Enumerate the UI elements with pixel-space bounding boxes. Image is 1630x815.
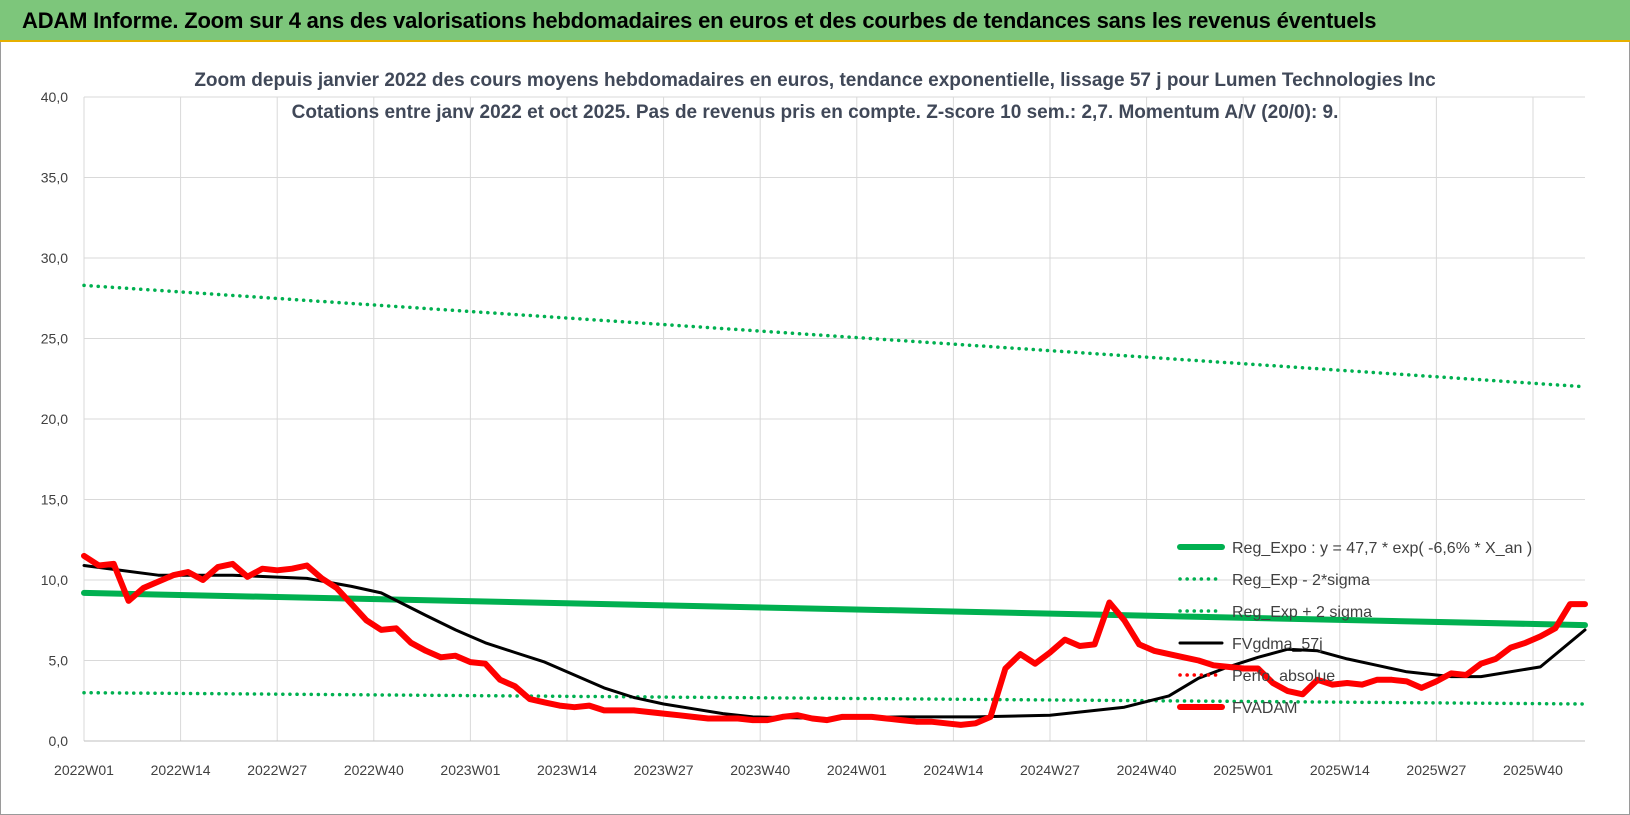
legend-entry-1: Reg_Exp - 2*sigma: [1232, 572, 1370, 589]
x-tick-label: 2024W14: [923, 762, 983, 778]
x-tick-label: 2025W27: [1406, 762, 1466, 778]
x-tick-label: 2023W40: [730, 762, 790, 778]
y-tick-label: 35,0: [41, 170, 68, 186]
y-tick-label: 15,0: [41, 492, 68, 508]
chart-subtitle: Cotations entre janv 2022 et oct 2025. P…: [292, 102, 1339, 123]
legend-entry-5: FVADAM: [1232, 700, 1297, 717]
chart-legend: Reg_Expo : y = 47,7 * exp( -6,6% * X_an …: [1177, 540, 1532, 717]
x-tick-label: 2023W27: [634, 762, 694, 778]
y-tick-label: 20,0: [41, 411, 68, 427]
y-tick-label: 10,0: [41, 572, 68, 588]
chart-titles: Zoom depuis janvier 2022 des cours moyen…: [194, 70, 1436, 123]
chart-title: Zoom depuis janvier 2022 des cours moyen…: [194, 70, 1436, 91]
legend-entry-3: FVgdma_57j: [1232, 636, 1323, 653]
x-tick-label: 2022W27: [247, 762, 307, 778]
series-line-0: [81, 589, 1588, 629]
x-tick-label: 2024W01: [827, 762, 887, 778]
x-tick-label: 2025W01: [1213, 762, 1273, 778]
y-tick-label: 30,0: [41, 250, 68, 266]
y-axis-ticks: 0,0 5,0 10,0 15,0 20,0 25,0 30,0 35,0 40,0: [41, 89, 68, 749]
y-tick-label: 25,0: [41, 331, 68, 347]
y-tick-label: 0,0: [49, 733, 69, 749]
chart-grid: [83, 96, 1585, 742]
y-tick-label: 40,0: [41, 89, 68, 105]
x-tick-label: 2022W14: [151, 762, 211, 778]
x-tick-label: 2023W14: [537, 762, 597, 778]
x-tick-label: 2022W40: [344, 762, 404, 778]
series-line-5: [81, 552, 1588, 728]
x-tick-label: 2025W40: [1503, 762, 1563, 778]
x-tick-label: 2023W01: [440, 762, 500, 778]
legend-entry-2: Reg_Exp + 2 sigma: [1232, 604, 1372, 621]
x-tick-label: 2022W01: [54, 762, 114, 778]
series-line-1: [82, 690, 1587, 706]
report-header: ADAM Informe. Zoom sur 4 ans des valoris…: [0, 0, 1630, 42]
series-line-2: [82, 283, 1587, 389]
x-tick-label: 2024W40: [1117, 762, 1177, 778]
y-tick-label: 5,0: [49, 653, 69, 669]
x-axis-ticks: 2022W01 2022W14 2022W27 2022W40 2023W01 2023W…: [54, 762, 1563, 778]
legend-entry-4: Perfo. absolue: [1232, 668, 1335, 685]
legend-entry-0: Reg_Expo : y = 47,7 * exp( -6,6% * X_an …: [1232, 540, 1532, 557]
report-title: ADAM Informe. Zoom sur 4 ans des valoris…: [22, 8, 1377, 33]
x-tick-label: 2024W27: [1020, 762, 1080, 778]
chart-series: [81, 283, 1588, 728]
x-tick-label: 2025W14: [1310, 762, 1370, 778]
